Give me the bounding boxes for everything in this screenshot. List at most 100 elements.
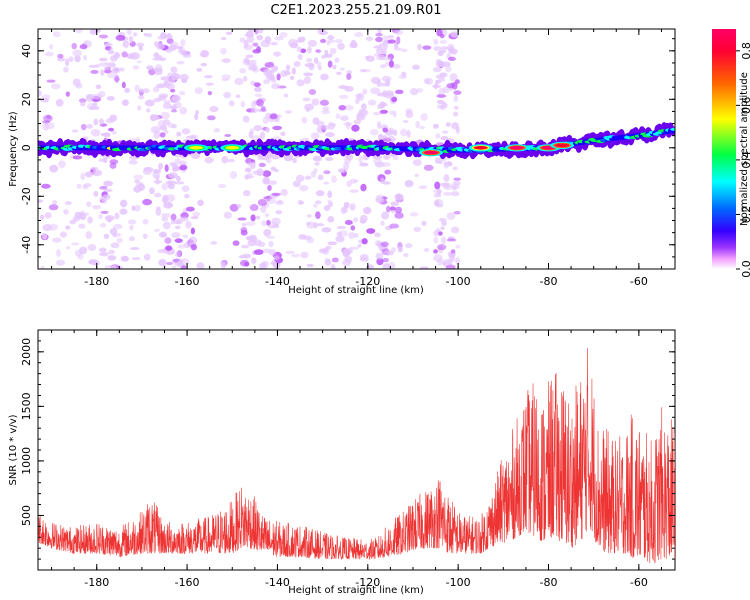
heatmap-cell bbox=[250, 214, 256, 222]
heatmap-cell bbox=[358, 155, 363, 164]
heatmap-cell bbox=[184, 193, 190, 199]
heatmap-cell bbox=[324, 49, 329, 56]
heatmap-cell bbox=[258, 241, 266, 248]
heatmap-cell bbox=[359, 68, 367, 73]
heatmap-cell bbox=[152, 168, 161, 174]
heatmap-cell bbox=[329, 47, 337, 55]
heatmap-cell bbox=[119, 199, 128, 208]
heatmap-cell bbox=[158, 259, 166, 267]
heatmap-cell bbox=[305, 107, 311, 112]
heatmap-cell bbox=[381, 211, 390, 220]
heatmap-cell bbox=[105, 118, 115, 124]
heatmap-cell bbox=[306, 57, 313, 63]
heatmap-cell bbox=[50, 83, 61, 90]
heatmap-cell bbox=[473, 145, 488, 150]
heatmap-cell bbox=[136, 42, 145, 47]
heatmap-cell bbox=[179, 48, 187, 56]
heatmap-cell bbox=[419, 125, 426, 130]
heatmap-cell bbox=[438, 87, 445, 95]
heatmap-cell bbox=[204, 156, 214, 164]
heatmap-cell bbox=[97, 90, 106, 98]
heatmap-cell bbox=[246, 172, 253, 180]
heatmap-cell bbox=[320, 73, 329, 81]
heatmap-cell bbox=[72, 155, 83, 160]
heatmap-cell bbox=[387, 35, 395, 39]
heatmap-cell bbox=[200, 50, 210, 58]
heatmap-cell bbox=[129, 35, 134, 44]
heatmap-cell bbox=[271, 192, 281, 196]
heatmap-cell bbox=[350, 225, 356, 231]
heatmap-cell bbox=[227, 159, 235, 163]
heatmap-cell bbox=[220, 261, 226, 269]
heatmap-cell bbox=[306, 236, 315, 244]
heatmap-cell bbox=[349, 189, 360, 193]
heatmap-cell bbox=[299, 36, 306, 43]
heatmap-cell bbox=[172, 258, 180, 263]
heatmap-cell bbox=[443, 174, 450, 183]
colorbar-tick-label: 0.8 bbox=[740, 42, 750, 60]
heatmap-cell bbox=[338, 104, 347, 111]
heatmap-cell bbox=[357, 93, 365, 101]
heatmap-cell bbox=[409, 87, 419, 96]
heatmap-cell bbox=[58, 160, 66, 169]
heatmap-cell bbox=[452, 166, 458, 171]
heatmap-cell bbox=[102, 194, 111, 200]
heatmap-cell bbox=[264, 62, 275, 68]
heatmap-cell bbox=[128, 159, 138, 165]
heatmap-cell bbox=[174, 158, 182, 165]
heatmap-cell bbox=[323, 181, 330, 185]
heatmap-cell bbox=[367, 99, 377, 106]
heatmap-cell bbox=[248, 130, 254, 139]
heatmap-cell bbox=[441, 61, 451, 68]
heatmap-cell bbox=[164, 164, 169, 172]
heatmap-cell bbox=[412, 64, 420, 70]
heatmap-cell bbox=[257, 198, 268, 207]
heatmap-cell bbox=[392, 64, 401, 69]
heatmap-cell bbox=[435, 74, 446, 79]
heatmap-cell bbox=[116, 237, 123, 243]
heatmap-cell bbox=[241, 222, 247, 227]
heatmap-cell bbox=[336, 231, 343, 237]
heatmap-cell bbox=[336, 225, 347, 230]
heatmap-cell bbox=[143, 166, 154, 172]
heatmap-cell bbox=[321, 110, 331, 115]
heatmap-cell bbox=[154, 64, 163, 72]
heatmap-cell bbox=[273, 51, 282, 57]
heatmap-cell bbox=[124, 87, 131, 93]
heatmap-cell bbox=[179, 164, 188, 171]
heatmap-cell bbox=[181, 128, 191, 135]
heatmap-cell bbox=[297, 53, 303, 61]
heatmap-cell bbox=[252, 67, 260, 73]
heatmap-cell bbox=[441, 220, 447, 226]
heatmap-cell bbox=[332, 64, 337, 70]
heatmap-cell bbox=[316, 223, 325, 227]
heatmap-cell bbox=[181, 78, 188, 83]
heatmap-cell bbox=[135, 181, 144, 187]
heatmap-cell bbox=[363, 206, 372, 215]
heatmap-cell bbox=[313, 57, 319, 64]
heatmap-cell bbox=[77, 253, 84, 260]
heatmap-cell bbox=[455, 257, 461, 266]
heatmap-cell bbox=[296, 46, 302, 53]
heatmap-cell bbox=[154, 192, 162, 198]
heatmap-cell bbox=[240, 229, 248, 236]
heatmap-cell bbox=[391, 210, 397, 214]
heatmap-cell bbox=[394, 206, 403, 214]
heatmap-cell bbox=[380, 241, 389, 247]
heatmap-cell bbox=[298, 234, 307, 240]
heatmap-cell bbox=[171, 265, 177, 269]
heatmap-cell bbox=[307, 39, 317, 47]
heatmap-cell bbox=[451, 191, 460, 197]
heatmap-cell bbox=[83, 54, 88, 61]
heatmap-cell bbox=[373, 232, 381, 238]
heatmap-cell bbox=[146, 65, 154, 70]
x-tick-label: -100 bbox=[446, 275, 471, 288]
colorbar-tick-label: 0.2 bbox=[740, 206, 750, 224]
heatmap-cell bbox=[223, 211, 232, 219]
heatmap-cell bbox=[395, 89, 404, 95]
heatmap-cell bbox=[119, 208, 128, 215]
heatmap-cell bbox=[98, 62, 109, 67]
heatmap-cell bbox=[377, 29, 382, 35]
heatmap-cell bbox=[268, 248, 277, 256]
heatmap-cell bbox=[451, 122, 459, 130]
